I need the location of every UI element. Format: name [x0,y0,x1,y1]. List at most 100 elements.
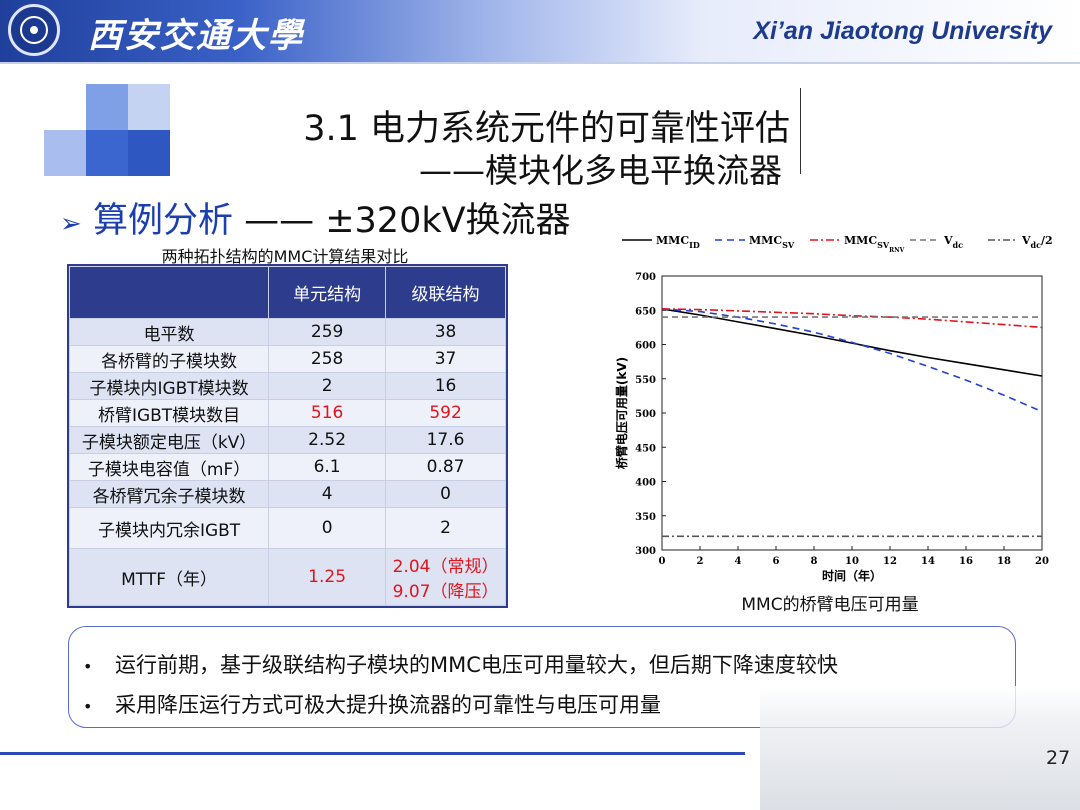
y-tick-label: 550 [635,375,656,386]
table-row: 子模块电容值（mF） 6.1 0.87 [68,453,506,481]
row-label: 子模块额定电压（kV） [68,426,270,454]
table-row: 桥臂IGBT模块数目 516 592 [68,399,506,427]
table-cell-highlight: 2.04（常规） 9.07（降压） [385,548,506,606]
legend-label: MMCSVRNV [844,234,905,254]
x-tick-label: 0 [659,556,666,567]
table-row: 子模块内IGBT模块数 2 16 [68,372,506,400]
x-tick-label: 20 [1035,556,1049,567]
row-label: 各桥臂的子模块数 [68,345,270,373]
bullet-dot-icon: • [83,657,93,676]
legend-label: Vdc [943,234,963,250]
voltage-availability-chart: 0 2 4 6 8 10 12 14 16 18 20 300 350 400 450 500 550 600 65… [614,234,1053,583]
table-cell: 2 [268,372,387,400]
title-decor-square [86,84,128,130]
section-heading: ➢ 算例分析 —— ±320kV换流器 [60,192,571,243]
bullet-dot-icon: • [83,697,93,716]
row-label: 桥臂IGBT模块数目 [68,399,270,427]
table-header-row: 单元结构 级联结构 [68,266,506,319]
row-label: MTTF（年） [68,548,270,606]
footer-divider [0,752,745,755]
legend-label: MMCID [656,234,700,250]
legend-label: MMCSV [749,234,795,250]
x-tick-label: 6 [773,556,780,567]
bullet-text: 采用降压运行方式可极大提升换流器的可靠性与电压可用量 [115,693,661,717]
y-tick-label: 500 [635,409,656,420]
university-name-cn: 西安交通大學 [88,16,304,56]
page-number: 27 [1046,747,1071,769]
y-tick-label: 650 [635,306,656,317]
table-row: 各桥臂冗余子模块数 4 0 [68,480,506,508]
table-row: MTTF（年） 1.25 2.04（常规） 9.07（降压） [68,548,506,606]
table-cell: 37 [385,345,506,373]
table-cell-highlight: 1.25 [268,548,387,606]
plot-frame [661,275,1043,551]
x-tick-label: 2 [697,556,704,567]
x-tick-label: 8 [811,556,818,567]
bullet-item: • 采用降压运行方式可极大提升换流器的可靠性与电压可用量 [83,689,661,719]
x-tick-label: 10 [845,556,859,567]
section-label: 算例分析 [92,201,233,241]
title-decor-square [128,130,170,176]
table-cell: 38 [385,318,506,346]
x-tick-label: 16 [959,556,973,567]
y-tick-label: 300 [635,546,656,557]
table-cell: 2 [385,507,506,549]
table-cell: 4 [268,480,387,508]
section-detail: —— ±320kV换流器 [232,201,571,241]
mttf-normal: 2.04（常规） [392,557,499,577]
table-cell: 6.1 [268,453,387,481]
table-row: 子模块内冗余IGBT 0 2 [68,507,506,549]
table-cell: 16 [385,372,506,400]
y-tick-label: 400 [635,478,656,489]
y-axis-label: 桥臂电压可用量(kV) [614,357,629,469]
legend-label: Vdc/2 [1021,234,1053,250]
header-divider [0,62,1080,64]
table-cell: 0 [385,480,506,508]
chart-caption: MMC的桥臂电压可用量 [741,595,919,615]
table-cell: 258 [268,345,387,373]
table-cell: 0.87 [385,453,506,481]
title-decor-square [128,84,170,130]
title-decor-square [44,130,86,176]
bullet-text: 运行前期，基于级联结构子模块的MMC电压可用量较大，但后期下降速度较快 [115,653,838,677]
row-label: 子模块内IGBT模块数 [68,372,270,400]
table-cell: 17.6 [385,426,506,454]
series-line [661,308,1043,413]
x-axis-label: 时间（年） [822,568,882,583]
title-divider [800,88,801,174]
y-tick-label: 350 [635,512,656,523]
table-row: 子模块额定电压（kV） 2.52 17.6 [68,426,506,454]
table-cell-highlight: 516 [268,399,387,427]
bullet-item: • 运行前期，基于级联结构子模块的MMC电压可用量较大，但后期下降速度较快 [83,649,838,679]
title-decor-square [86,130,128,176]
table-row: 电平数 259 38 [68,318,506,346]
arrow-bullet-icon: ➢ [60,209,82,239]
header-banner: 西安交通大學 Xi’an Jiaotong University [0,0,1080,62]
x-tick-label: 14 [921,556,935,567]
x-tick-label: 4 [735,556,742,567]
table-header-cell [68,266,270,319]
mttf-derated: 9.07（降压） [392,582,499,602]
table-cell: 0 [268,507,387,549]
table-row: 各桥臂的子模块数 258 37 [68,345,506,373]
slide-title: 3.1 电力系统元件的可靠性评估 [303,109,790,149]
table-caption: 两种拓扑结构的MMC计算结果对比 [161,247,409,266]
y-tick-label: 700 [635,272,656,283]
logo-emblem [20,16,48,44]
y-tick-label: 600 [635,341,656,352]
x-tick-label: 12 [883,556,897,567]
university-name-en: Xi’an Jiaotong University [753,17,1052,45]
table-cell: 2.52 [268,426,387,454]
row-label: 子模块内冗余IGBT [68,507,270,549]
row-label: 子模块电容值（mF） [68,453,270,481]
row-label: 各桥臂冗余子模块数 [68,480,270,508]
table-header-cell: 级联结构 [385,266,506,319]
table-cell: 259 [268,318,387,346]
slide-subtitle-line: ——模块化多电平换流器 [419,151,782,190]
x-tick-label: 18 [997,556,1011,567]
table-header-cell: 单元结构 [268,266,387,319]
logo-dot [30,26,38,34]
row-label: 电平数 [68,318,270,346]
table-cell-highlight: 592 [385,399,506,427]
university-logo-icon [8,4,60,56]
